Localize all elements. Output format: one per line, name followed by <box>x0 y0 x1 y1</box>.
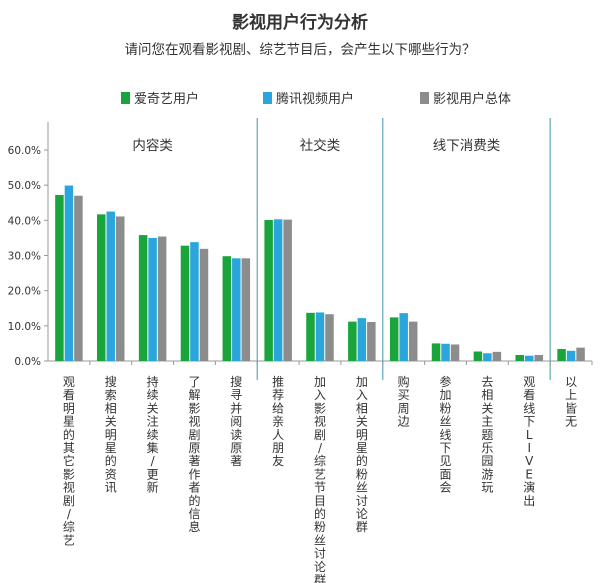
chart-subtitle: 请问您在观看影视剧、综艺节目后，会产生以下哪些行为？ <box>124 42 476 58</box>
bar-iqiyi <box>557 349 566 361</box>
bar-total <box>534 355 543 361</box>
group-label: 内容类 <box>132 137 173 154</box>
x-category-label: 购买周边 <box>398 374 410 429</box>
x-category-label: 参加粉丝线下见面会 <box>440 374 452 495</box>
y-tick-label: 0.0% <box>14 356 41 368</box>
bar-tencent <box>64 185 74 361</box>
bar-tencent <box>232 258 241 361</box>
x-category-label: 加入相关明星的粉丝讨论群 <box>356 375 368 534</box>
bar-iqiyi <box>389 317 399 361</box>
bar-iqiyi <box>264 219 273 361</box>
bar-iqiyi <box>180 245 190 361</box>
chart-title: 影视用户行为分析 <box>232 13 368 33</box>
x-category-label: 观看明星的其它影视剧/综艺 <box>63 375 75 547</box>
bar-iqiyi <box>431 343 441 361</box>
bar-tencent <box>483 353 492 361</box>
x-category-label: 搜寻并阅读原著 <box>230 374 242 468</box>
bar-iqiyi <box>515 355 524 361</box>
y-tick-label: 50.0% <box>8 180 41 192</box>
bar-total <box>283 219 292 361</box>
legend-swatch-tencent <box>263 91 272 104</box>
x-category-label: 推荐给亲人朋友 <box>272 375 284 468</box>
bar-tencent <box>357 318 367 361</box>
legend-item-iqiyi: 爱奇艺用户 <box>121 88 199 107</box>
bar-tencent <box>148 237 157 361</box>
bar-total <box>450 344 460 361</box>
legend-item-total: 影视用户总体 <box>420 88 511 107</box>
bar-iqiyi <box>97 214 106 361</box>
bar-iqiyi <box>222 256 232 361</box>
bar-iqiyi <box>306 312 315 361</box>
y-tick-label: 60.0% <box>8 145 41 157</box>
bar-iqiyi <box>55 195 64 361</box>
bar-total <box>199 248 209 361</box>
legend-label-iqiyi: 爱奇艺用户 <box>134 92 200 107</box>
bar-total <box>576 347 585 361</box>
bar-tencent <box>524 355 534 361</box>
bar-tencent <box>399 313 408 361</box>
x-category-label: 持续关注续集/更新 <box>147 374 159 495</box>
bar-total <box>492 351 502 361</box>
group-label: 社交类 <box>300 137 341 154</box>
x-category-label: 以上皆无 <box>565 375 577 429</box>
legend-label-tencent: 腾讯视频用户 <box>276 92 355 107</box>
bar-total <box>116 216 125 361</box>
bar-total <box>74 195 83 361</box>
chart-legend: 爱奇艺用户 腾讯视频用户 影视用户总体 <box>0 88 600 108</box>
legend-item-tencent: 腾讯视频用户 <box>263 88 354 107</box>
x-category-label: 搜索相关明星的资讯 <box>105 374 117 495</box>
y-tick-label: 10.0% <box>8 321 41 333</box>
legend-swatch-total <box>420 91 429 104</box>
bar-iqiyi <box>348 321 357 361</box>
y-tick-label: 20.0% <box>8 286 41 298</box>
bar-total <box>241 258 251 361</box>
y-tick-label: 30.0% <box>8 251 41 263</box>
bar-total <box>367 321 376 361</box>
bar-total <box>157 236 167 361</box>
legend-swatch-iqiyi <box>121 91 130 104</box>
bar-tencent <box>441 343 450 361</box>
x-category-label: 了解影视剧原著作者的信息 <box>188 375 200 534</box>
bar-iqiyi <box>138 235 148 361</box>
y-tick-label: 40.0% <box>8 215 41 227</box>
x-category-label: 去相关主题乐园游玩 <box>481 375 493 495</box>
bar-tencent <box>273 219 283 361</box>
x-category-label: 观看线下 L I V E 演出 <box>523 375 535 508</box>
bar-total <box>325 314 334 361</box>
bar-tencent <box>315 312 325 361</box>
bar-tencent <box>106 211 116 361</box>
bar-tencent <box>190 242 199 361</box>
legend-label-total: 影视用户总体 <box>433 92 512 107</box>
bar-iqiyi <box>473 351 483 361</box>
bar-tencent <box>566 350 576 361</box>
bar-total <box>408 321 418 361</box>
group-label: 线下消费类 <box>433 138 501 154</box>
x-category-label: 加入影视剧/综艺节目的粉丝讨论群 <box>314 375 326 583</box>
